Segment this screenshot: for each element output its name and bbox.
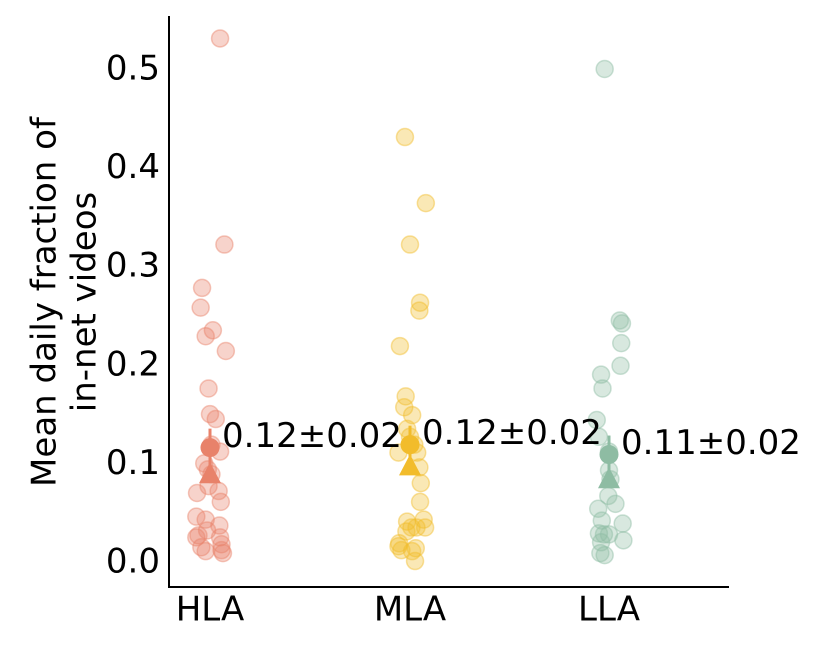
data-point-lla xyxy=(589,427,609,447)
data-point-mla xyxy=(410,301,429,320)
data-points xyxy=(187,29,633,571)
y-tick-label: 0.1 xyxy=(106,443,160,483)
data-point-hla xyxy=(189,526,208,545)
data-point-lla xyxy=(606,494,625,514)
data-point-mla xyxy=(397,522,416,541)
y-tick-label: 0.3 xyxy=(106,246,160,286)
y-tick-labels: 0.0 0.1 0.2 0.3 0.4 0.5 xyxy=(106,49,160,582)
data-point-lla xyxy=(591,365,611,384)
data-point-hla xyxy=(203,321,223,340)
x-tick-labels: HLA MLA LLA xyxy=(176,590,640,630)
data-point-hla xyxy=(199,379,218,398)
y-tick-label: 0.5 xyxy=(106,49,160,89)
mean-marker-lla xyxy=(599,445,619,465)
data-point-lla xyxy=(613,514,632,533)
data-point-mla xyxy=(394,397,414,417)
data-point-mla xyxy=(390,336,410,356)
data-point-mla xyxy=(414,510,433,529)
data-point-lla xyxy=(591,533,611,552)
data-point-lla xyxy=(592,511,612,530)
median-marker-lla xyxy=(598,467,620,489)
data-point-hla xyxy=(187,507,206,526)
data-point-mla xyxy=(410,293,430,312)
data-point-hla xyxy=(210,29,230,48)
y-tick-label: 0.0 xyxy=(106,542,160,582)
data-point-lla xyxy=(593,379,612,398)
summary-markers xyxy=(199,425,620,489)
data-point-hla xyxy=(197,521,217,540)
data-point-hla xyxy=(215,235,234,254)
data-point-mla xyxy=(389,534,409,553)
data-point-mla xyxy=(415,518,435,537)
data-point-hla xyxy=(192,278,212,298)
data-point-lla xyxy=(595,545,614,565)
x-tick-label-lla: LLA xyxy=(578,590,640,630)
data-point-hla xyxy=(191,298,210,317)
data-point-mla xyxy=(392,540,411,560)
data-point-lla xyxy=(611,333,631,353)
data-point-hla xyxy=(200,404,220,424)
data-point-lla xyxy=(588,499,608,519)
data-point-mla xyxy=(410,492,430,512)
x-tick-label-mla: MLA xyxy=(374,590,446,630)
mean-annotation-mla: 0.12±0.02 xyxy=(422,413,602,453)
data-point-hla xyxy=(206,409,226,429)
data-point-hla xyxy=(196,326,215,346)
data-point-lla xyxy=(591,543,610,563)
median-marker-mla xyxy=(399,454,421,476)
data-point-mla xyxy=(396,387,415,406)
y-tick-label: 0.4 xyxy=(106,147,160,187)
data-point-mla xyxy=(395,127,415,147)
data-point-lla xyxy=(614,531,633,550)
data-point-mla xyxy=(397,512,417,531)
data-point-lla xyxy=(589,524,609,543)
data-point-mla xyxy=(402,518,421,537)
annotations: 0.12±0.02 0.12±0.02 0.11±0.02 xyxy=(222,413,801,463)
data-point-hla xyxy=(192,537,211,557)
data-point-lla xyxy=(599,525,619,544)
mean-marker-mla xyxy=(400,435,420,455)
data-point-lla xyxy=(595,59,614,79)
data-point-hla xyxy=(216,341,236,361)
data-point-lla xyxy=(610,311,630,330)
data-point-mla xyxy=(407,518,426,537)
y-tick-label: 0.2 xyxy=(106,344,160,384)
data-point-lla xyxy=(611,356,630,376)
data-point-hla xyxy=(210,516,229,535)
data-point-mla xyxy=(406,538,426,558)
data-point-mla xyxy=(416,193,436,213)
data-point-mla xyxy=(389,536,408,556)
data-point-hla xyxy=(187,483,207,503)
data-point-lla xyxy=(594,525,614,544)
axes xyxy=(168,16,729,588)
data-point-lla xyxy=(612,314,632,333)
data-point-hla xyxy=(213,543,233,563)
data-point-mla xyxy=(402,405,422,425)
mean-marker-hla xyxy=(200,438,220,458)
data-point-hla xyxy=(211,492,231,512)
median-marker-hla xyxy=(199,462,221,484)
data-point-hla xyxy=(212,535,231,554)
data-point-lla xyxy=(587,410,607,430)
data-point-hla xyxy=(210,528,230,547)
data-point-hla xyxy=(212,540,231,560)
data-point-mla xyxy=(405,551,425,571)
mean-annotation-hla: 0.12±0.02 xyxy=(222,416,402,456)
x-tick-label-hla: HLA xyxy=(176,590,245,630)
data-point-mla xyxy=(411,473,431,493)
y-axis-title-line-2: in-net videos xyxy=(65,192,105,412)
data-point-hla xyxy=(196,510,215,529)
data-point-mla xyxy=(402,541,422,561)
mean-annotation-lla: 0.11±0.02 xyxy=(621,423,801,463)
data-point-hla xyxy=(196,541,215,561)
data-point-mla xyxy=(400,235,420,254)
y-axis-title-line-1: Mean daily fraction of xyxy=(25,116,65,487)
data-point-hla xyxy=(187,528,206,547)
